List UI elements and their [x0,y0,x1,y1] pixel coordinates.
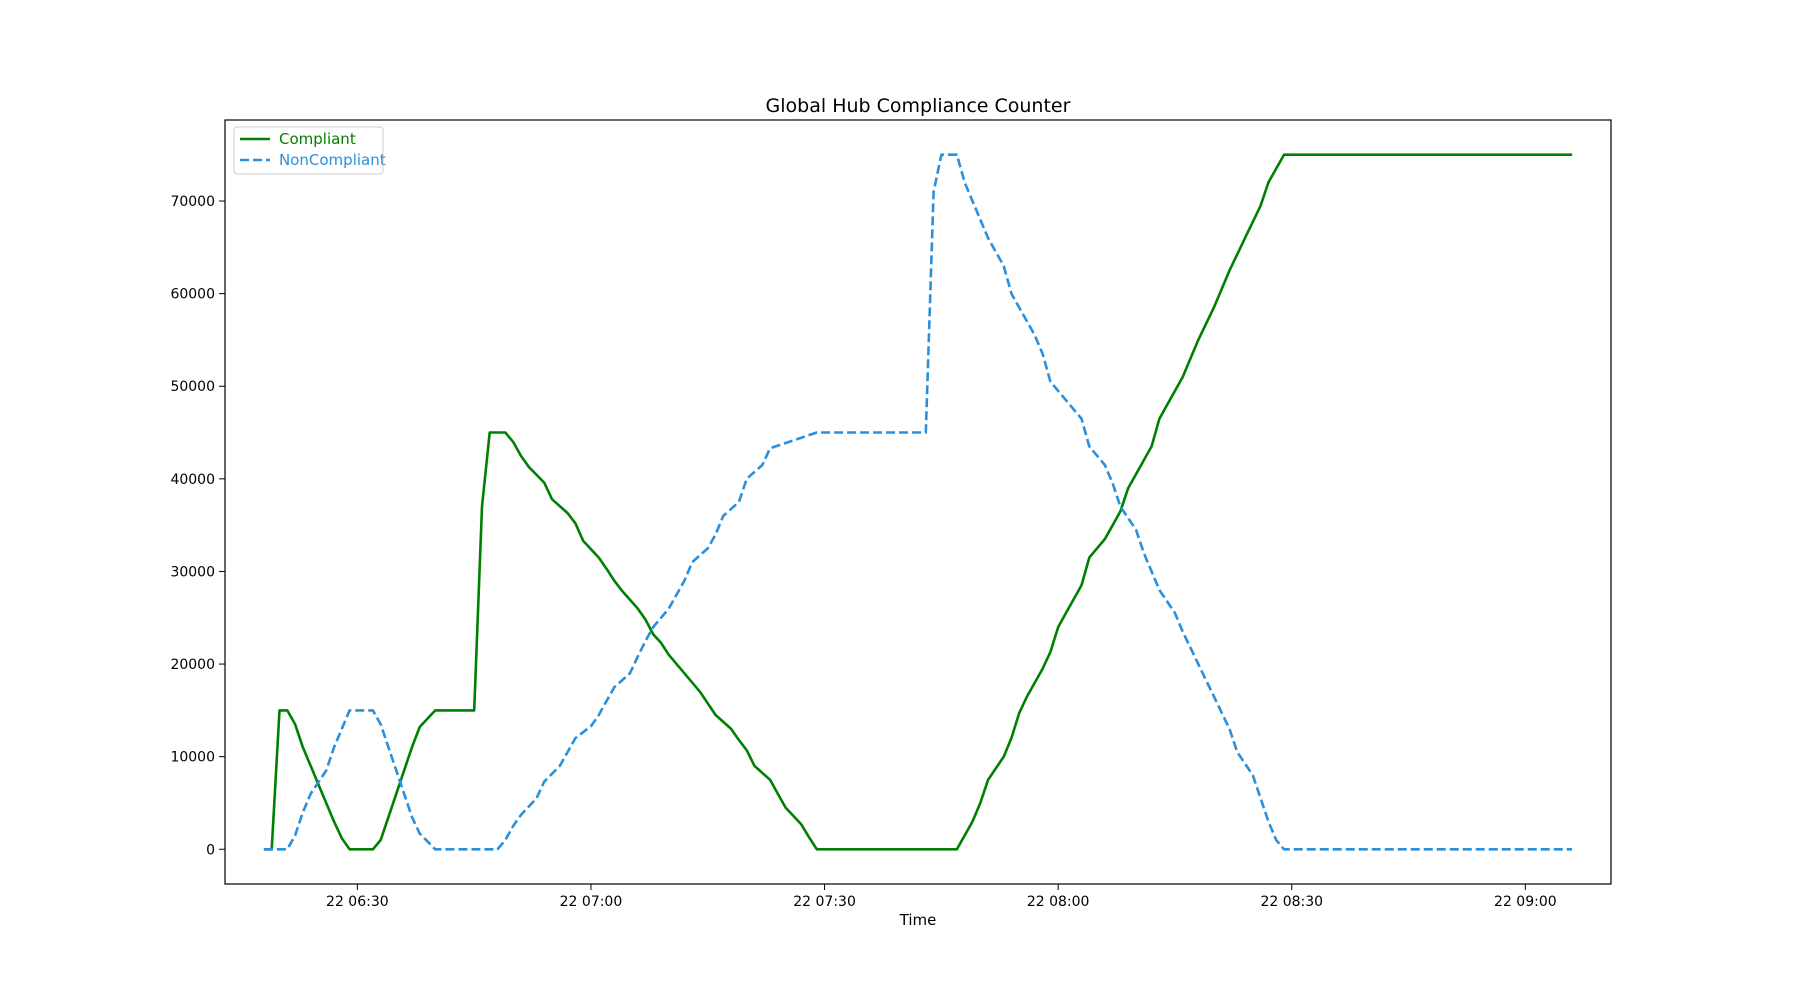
y-tick-label: 70000 [170,194,215,210]
x-tick-label: 22 08:30 [1260,894,1323,910]
plot-frame [224,119,1612,885]
axis-ticks: 0 10000 20000 30000 40000 50000 60000 70000 22 0… [170,194,1556,910]
x-tick-label: 22 07:00 [560,894,623,910]
legend-label: NonCompliant [279,151,386,169]
x-tick-label: 22 08:00 [1027,894,1090,910]
legend-box [233,126,384,175]
x-tick-label: 22 06:30 [326,894,389,910]
x-axis-label: Time [899,911,937,929]
legend-label: Compliant [279,130,356,148]
y-tick-label: 0 [206,842,215,858]
chart-title: Global Hub Compliance Counter [766,95,1071,117]
series-lines [263,153,1573,851]
y-tick-label: 60000 [170,287,215,303]
x-tick-label: 22 07:30 [793,894,856,910]
series-line-compliant [263,153,1573,851]
y-tick-label: 20000 [170,657,215,673]
y-tick-label: 40000 [170,472,215,488]
series-line-noncompliant [263,153,1573,851]
y-tick-label: 10000 [170,750,215,766]
y-tick-label: 30000 [170,564,215,580]
x-tick-label: 22 09:00 [1494,894,1557,910]
y-tick-label: 50000 [170,379,215,395]
legend: Compliant NonCompliant [233,126,386,175]
